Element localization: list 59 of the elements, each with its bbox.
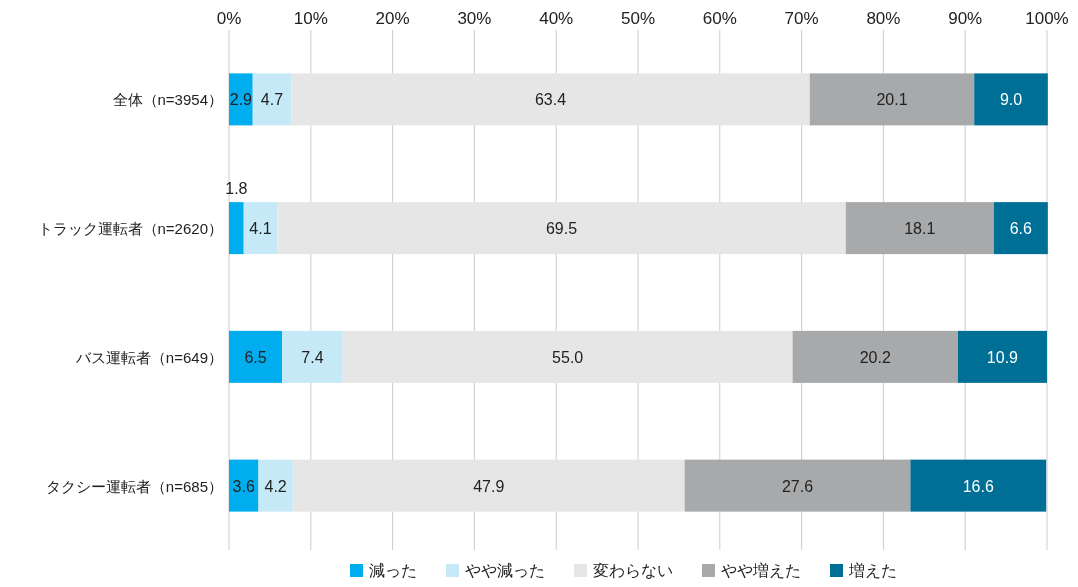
legend-label: 減った bbox=[369, 562, 417, 579]
legend-label: やや増えた bbox=[721, 562, 801, 579]
data-label: 20.1 bbox=[876, 91, 908, 109]
bar bbox=[809, 73, 975, 126]
x-tick-label: 20% bbox=[375, 9, 410, 28]
x-tick-label: 70% bbox=[784, 9, 819, 28]
data-label: 55.0 bbox=[552, 348, 584, 366]
x-tick-label: 50% bbox=[620, 9, 656, 28]
data-label: 16.6 bbox=[962, 477, 994, 495]
data-label: 6.6 bbox=[1009, 220, 1033, 238]
y-tick-label: バス運転者（n=649） bbox=[74, 348, 223, 366]
bar bbox=[910, 459, 1047, 512]
bar bbox=[684, 459, 911, 512]
data-label: 4.1 bbox=[249, 220, 272, 238]
data-label: 6.5 bbox=[244, 348, 267, 366]
data-label: 27.6 bbox=[781, 477, 814, 495]
x-tick-label: 40% bbox=[539, 9, 574, 28]
x-tick-label: 0% bbox=[216, 9, 242, 28]
data-label: 4.2 bbox=[264, 477, 287, 495]
bar bbox=[845, 202, 994, 255]
bar bbox=[229, 202, 244, 255]
data-label: 2.9 bbox=[229, 91, 253, 109]
bar bbox=[252, 73, 292, 126]
data-label: 63.4 bbox=[534, 91, 567, 109]
data-label: 1.8 bbox=[225, 180, 248, 198]
data-label: 47.9 bbox=[473, 477, 505, 495]
legend-label: やや減った bbox=[465, 562, 545, 579]
x-tick-label: 100% bbox=[1025, 9, 1069, 28]
bar bbox=[292, 459, 685, 512]
data-label: 18.1 bbox=[904, 220, 936, 238]
x-tick-label: 10% bbox=[293, 9, 328, 28]
x-tick-label: 80% bbox=[866, 9, 901, 28]
bar bbox=[974, 73, 1048, 126]
bar bbox=[258, 459, 293, 512]
bar bbox=[282, 330, 343, 383]
y-tick-label: タクシー運転者（n=685） bbox=[45, 477, 223, 495]
x-tick-label: 30% bbox=[457, 9, 492, 28]
data-label: 7.4 bbox=[301, 348, 324, 366]
data-label: 69.5 bbox=[545, 220, 578, 238]
x-tick-label: 90% bbox=[948, 9, 983, 28]
bar bbox=[957, 330, 1047, 383]
bar bbox=[243, 202, 278, 255]
data-label: 3.6 bbox=[232, 477, 255, 495]
data-label: 10.9 bbox=[986, 348, 1019, 366]
data-label: 9.0 bbox=[999, 91, 1023, 109]
legend-label: 変わらない bbox=[593, 562, 673, 579]
y-tick-label: 全体（n=3954） bbox=[112, 91, 223, 109]
bar bbox=[792, 330, 958, 383]
bar bbox=[229, 73, 253, 126]
bar bbox=[291, 73, 810, 126]
bar bbox=[229, 330, 283, 383]
data-label: 20.2 bbox=[859, 348, 891, 366]
x-tick-label: 60% bbox=[702, 9, 737, 28]
bar bbox=[342, 330, 793, 383]
bar bbox=[277, 202, 846, 255]
bar bbox=[993, 202, 1048, 255]
data-label: 4.7 bbox=[260, 91, 284, 109]
y-tick-label: トラック運転者（n=2620） bbox=[37, 220, 223, 238]
legend-label: 増えた bbox=[848, 562, 897, 579]
